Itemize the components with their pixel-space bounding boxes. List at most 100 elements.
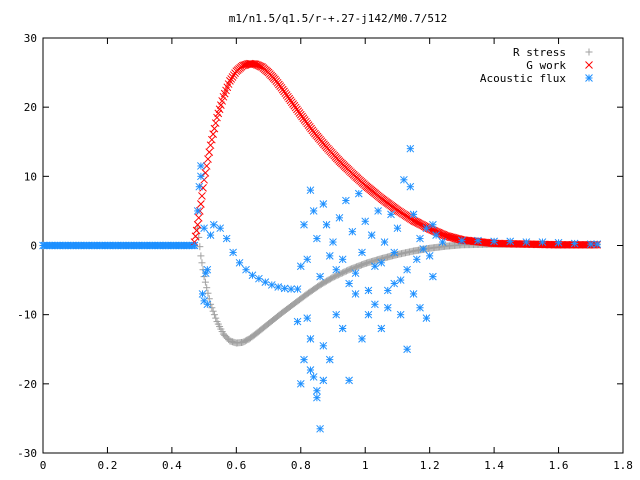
data-point xyxy=(242,265,250,274)
legend-marker xyxy=(585,61,593,69)
y-tick-label: 30 xyxy=(24,32,37,45)
data-point xyxy=(390,279,399,288)
x-tick-label: 0.4 xyxy=(162,459,182,472)
x-tick-label: 1.4 xyxy=(484,459,504,472)
data-point xyxy=(490,237,498,246)
data-point xyxy=(329,238,337,246)
y-tick-label: -10 xyxy=(17,309,37,322)
data-point xyxy=(261,278,270,287)
data-point xyxy=(332,310,341,319)
data-point xyxy=(190,241,199,250)
data-point xyxy=(354,189,363,198)
data-point xyxy=(325,355,334,364)
series-layer xyxy=(39,59,602,433)
data-point xyxy=(309,373,318,381)
data-point xyxy=(332,265,341,274)
data-point xyxy=(390,248,399,257)
data-point xyxy=(371,262,379,271)
data-point xyxy=(204,155,212,163)
data-point xyxy=(198,192,206,200)
data-point xyxy=(422,314,431,322)
data-point xyxy=(416,234,424,243)
data-point xyxy=(253,60,261,69)
data-point xyxy=(202,162,211,170)
data-point xyxy=(309,207,318,215)
legend-label: Acoustic flux xyxy=(480,72,566,85)
data-point xyxy=(438,238,447,246)
data-point xyxy=(396,276,405,284)
data-point xyxy=(474,236,482,245)
data-point xyxy=(403,265,411,274)
data-point xyxy=(412,255,421,264)
data-point xyxy=(319,341,328,350)
data-point xyxy=(316,424,324,433)
data-point xyxy=(255,274,263,283)
data-point xyxy=(206,231,215,239)
data-point xyxy=(409,290,418,298)
data-point xyxy=(364,310,373,319)
data-point xyxy=(364,286,373,295)
data-point xyxy=(198,290,207,298)
data-point xyxy=(205,295,213,303)
data-point xyxy=(208,304,216,312)
y-tick-label: 0 xyxy=(30,240,37,253)
data-point xyxy=(383,286,392,295)
data-point xyxy=(222,234,231,243)
x-tick-label: 0 xyxy=(40,459,47,472)
legend-marker xyxy=(585,48,593,56)
data-point xyxy=(377,258,386,267)
data-point xyxy=(335,213,344,222)
data-point xyxy=(429,272,437,281)
data-point xyxy=(393,224,402,233)
data-point xyxy=(197,200,205,208)
data-point xyxy=(201,269,210,278)
data-point xyxy=(432,231,440,239)
data-point xyxy=(216,224,225,233)
data-point xyxy=(201,169,210,177)
data-point xyxy=(319,376,328,385)
x-tick-label: 0.6 xyxy=(226,459,246,472)
data-point xyxy=(345,279,353,288)
y-tick-label: -20 xyxy=(17,378,37,391)
x-tick-label: 1.6 xyxy=(549,459,569,472)
series-acoustic-flux xyxy=(190,144,602,433)
data-point xyxy=(351,290,360,298)
data-point xyxy=(506,237,515,246)
data-point xyxy=(254,61,263,70)
data-point xyxy=(358,335,366,343)
data-point xyxy=(361,217,370,226)
data-point xyxy=(342,196,350,205)
data-point xyxy=(416,303,424,312)
data-point xyxy=(213,113,221,122)
data-point xyxy=(419,245,428,253)
data-point xyxy=(194,224,202,232)
data-point xyxy=(313,234,321,243)
data-point xyxy=(210,311,218,319)
data-point xyxy=(325,252,334,260)
data-point xyxy=(229,248,237,257)
data-point xyxy=(235,258,244,267)
y-tick-label: -30 xyxy=(17,447,37,460)
data-point xyxy=(338,324,347,333)
x-tick-label: 1.8 xyxy=(613,459,633,472)
legend-label: R stress xyxy=(513,46,566,59)
data-point xyxy=(200,224,208,233)
data-point xyxy=(296,262,305,271)
data-point xyxy=(554,238,563,247)
data-point xyxy=(322,220,331,229)
data-point xyxy=(274,283,283,291)
data-point xyxy=(287,285,295,293)
data-point xyxy=(251,60,260,69)
data-point xyxy=(586,240,595,248)
data-point xyxy=(203,284,211,292)
data-point xyxy=(429,220,437,229)
data-point xyxy=(371,300,379,309)
data-point xyxy=(203,300,212,309)
data-point xyxy=(193,220,202,229)
data-point xyxy=(209,220,218,229)
data-point xyxy=(406,144,415,153)
data-point xyxy=(201,278,209,286)
data-point xyxy=(215,105,224,114)
